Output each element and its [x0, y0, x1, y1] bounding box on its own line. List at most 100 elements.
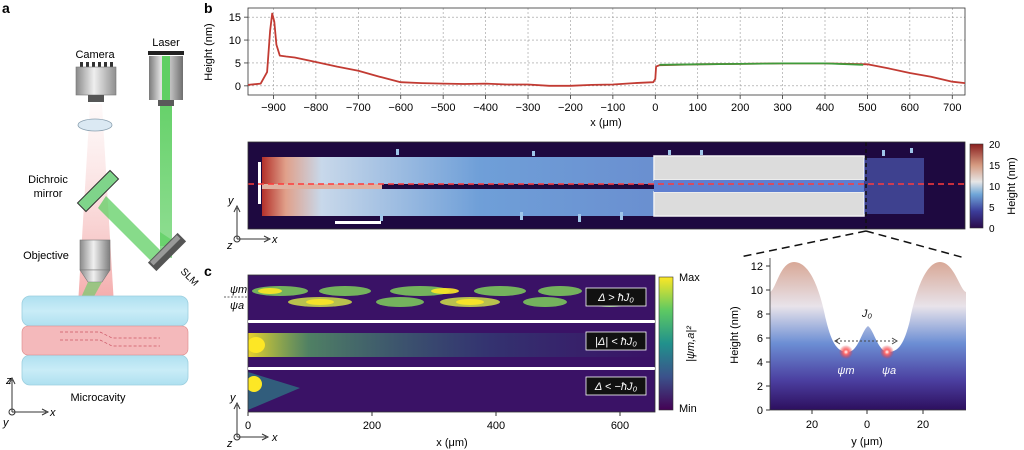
- cs-ytick-8: 8: [757, 309, 763, 321]
- panel-b-label: b: [204, 0, 213, 16]
- intensity-colorbar-label: |ψm,a|²: [685, 326, 697, 362]
- regime-labels: Δ > ħJ₀ |Δ| < ħJ₀ Δ < −ħJ₀: [585, 287, 647, 396]
- cs-ytick-0: 0: [757, 405, 763, 417]
- microcavity-label: Microcavity: [70, 392, 126, 404]
- xtick-label-6: −300: [516, 102, 541, 114]
- cs-psi-m: ψm: [837, 365, 854, 377]
- xtick-label-3: −600: [388, 102, 413, 114]
- xtick-label-11: 200: [731, 102, 749, 114]
- intensity-colorbar: [658, 276, 674, 411]
- series-line-0: [247, 12, 966, 87]
- line-chart: −900 −800 −700 −600 −500 −400 −300 −200 −100 0 100…: [203, 7, 966, 129]
- cs-psi-a: ψa: [882, 365, 896, 377]
- regime-2: |Δ| < ħJ₀: [595, 336, 637, 348]
- c-xlabel: x (μm): [436, 437, 467, 449]
- height-colorbar-label: Height (nm): [1006, 157, 1018, 214]
- cs-ylabel: Height (nm): [729, 306, 741, 363]
- panel-a-label: a: [2, 0, 10, 16]
- axis-b-x: x: [271, 234, 278, 246]
- xtick-label-1: −800: [303, 102, 328, 114]
- axis-a-z: z: [5, 375, 12, 387]
- ytick-label-2: 10: [229, 35, 241, 47]
- xtick-label-12: 300: [773, 102, 791, 114]
- regime-3: Δ < −ħJ₀: [594, 381, 638, 393]
- xtick-label-9: 0: [652, 102, 658, 114]
- lens: [77, 118, 113, 132]
- cbar-tick-0: 0: [989, 224, 995, 235]
- axis-a-x: x: [49, 407, 56, 419]
- cs-ytick-10: 10: [751, 285, 763, 297]
- axes-triad-b: [233, 204, 272, 243]
- zoom-line-right: [865, 230, 966, 259]
- coupling-label: J₀: [861, 308, 873, 320]
- cs-xlabel: y (μm): [851, 436, 882, 448]
- psi-a-mode: [880, 345, 894, 359]
- microcavity: [21, 295, 189, 386]
- ytick-label-0: 0: [235, 81, 241, 93]
- colorbar-min: Min: [679, 403, 697, 415]
- c-xtick-600: 600: [611, 420, 629, 432]
- psi-m-label: ψm: [230, 284, 247, 296]
- axis-c-x: x: [271, 432, 278, 444]
- psi-a-label: ψa: [230, 300, 244, 312]
- cbar-tick-10: 10: [989, 182, 1001, 193]
- c-xtick-400: 400: [487, 420, 505, 432]
- height-colorbar-ticks: 20 15 10 5 0: [989, 140, 1001, 235]
- chart-grid: [248, 8, 965, 95]
- objective: [79, 239, 111, 283]
- xtick-label-15: 600: [901, 102, 919, 114]
- cs-yticks: [766, 265, 770, 411]
- xtick-label-7: −200: [558, 102, 583, 114]
- regime-1: Δ > ħJ₀: [597, 292, 634, 304]
- axes-triad-a: [8, 376, 50, 416]
- laser: [148, 51, 184, 106]
- xtick-label-5: −400: [473, 102, 498, 114]
- chart-xlabel: x (μm): [590, 117, 621, 129]
- xtick-label-16: 700: [943, 102, 961, 114]
- psi-m-mode: [839, 345, 853, 359]
- cbar-tick-20: 20: [989, 140, 1001, 151]
- series-line-1: [659, 62, 864, 66]
- c-xtick-0: 0: [245, 420, 251, 432]
- xtick-label-2: −700: [346, 102, 371, 114]
- axes-triad-c: [233, 401, 270, 441]
- c-xtick-200: 200: [363, 420, 381, 432]
- slm-beam-out: [98, 196, 162, 264]
- laser-beam: [160, 106, 172, 246]
- slm-label: SLM: [178, 266, 200, 288]
- height-map: [248, 142, 965, 229]
- xtick-label-4: −500: [431, 102, 456, 114]
- slm: [147, 232, 187, 272]
- cs-xtick-left: 20: [806, 419, 818, 431]
- chart-ylabel: Height (nm): [203, 23, 215, 80]
- axis-c-z: z: [226, 438, 233, 450]
- cs-ytick-4: 4: [757, 357, 763, 369]
- chart-frame: [247, 7, 966, 96]
- cs-ytick-2: 2: [757, 381, 763, 393]
- chart-series: [247, 12, 966, 87]
- chart-ticks: −900 −800 −700 −600 −500 −400 −300 −200 −100 0 100…: [229, 12, 962, 114]
- xtick-label-10: 100: [689, 102, 707, 114]
- cs-ytick-6: 6: [757, 333, 763, 345]
- xtick-label-13: 400: [816, 102, 834, 114]
- xtick-label-8: −100: [600, 102, 625, 114]
- cross-section-plot: [769, 258, 966, 411]
- cross-section-profile: [770, 262, 966, 410]
- cs-xtick-right: 20: [917, 419, 929, 431]
- cs-xticks: [811, 410, 924, 414]
- xtick-label-0: −900: [261, 102, 286, 114]
- xtick-label-14: 500: [858, 102, 876, 114]
- mode-maps-xticks: [247, 412, 621, 416]
- axis-c-y: y: [229, 392, 237, 404]
- camera-label: Camera: [75, 49, 115, 61]
- axis-b-z: z: [226, 240, 233, 252]
- panel-c-label: c: [204, 263, 212, 279]
- height-colorbar: [969, 143, 984, 229]
- cbar-tick-15: 15: [989, 161, 1001, 172]
- axis-b-y: y: [227, 195, 235, 207]
- ytick-label-3: 15: [229, 12, 241, 24]
- zoom-line-left: [739, 230, 867, 258]
- cs-ytick-12: 12: [751, 261, 763, 273]
- dichroic-label-1: Dichroic: [28, 174, 68, 186]
